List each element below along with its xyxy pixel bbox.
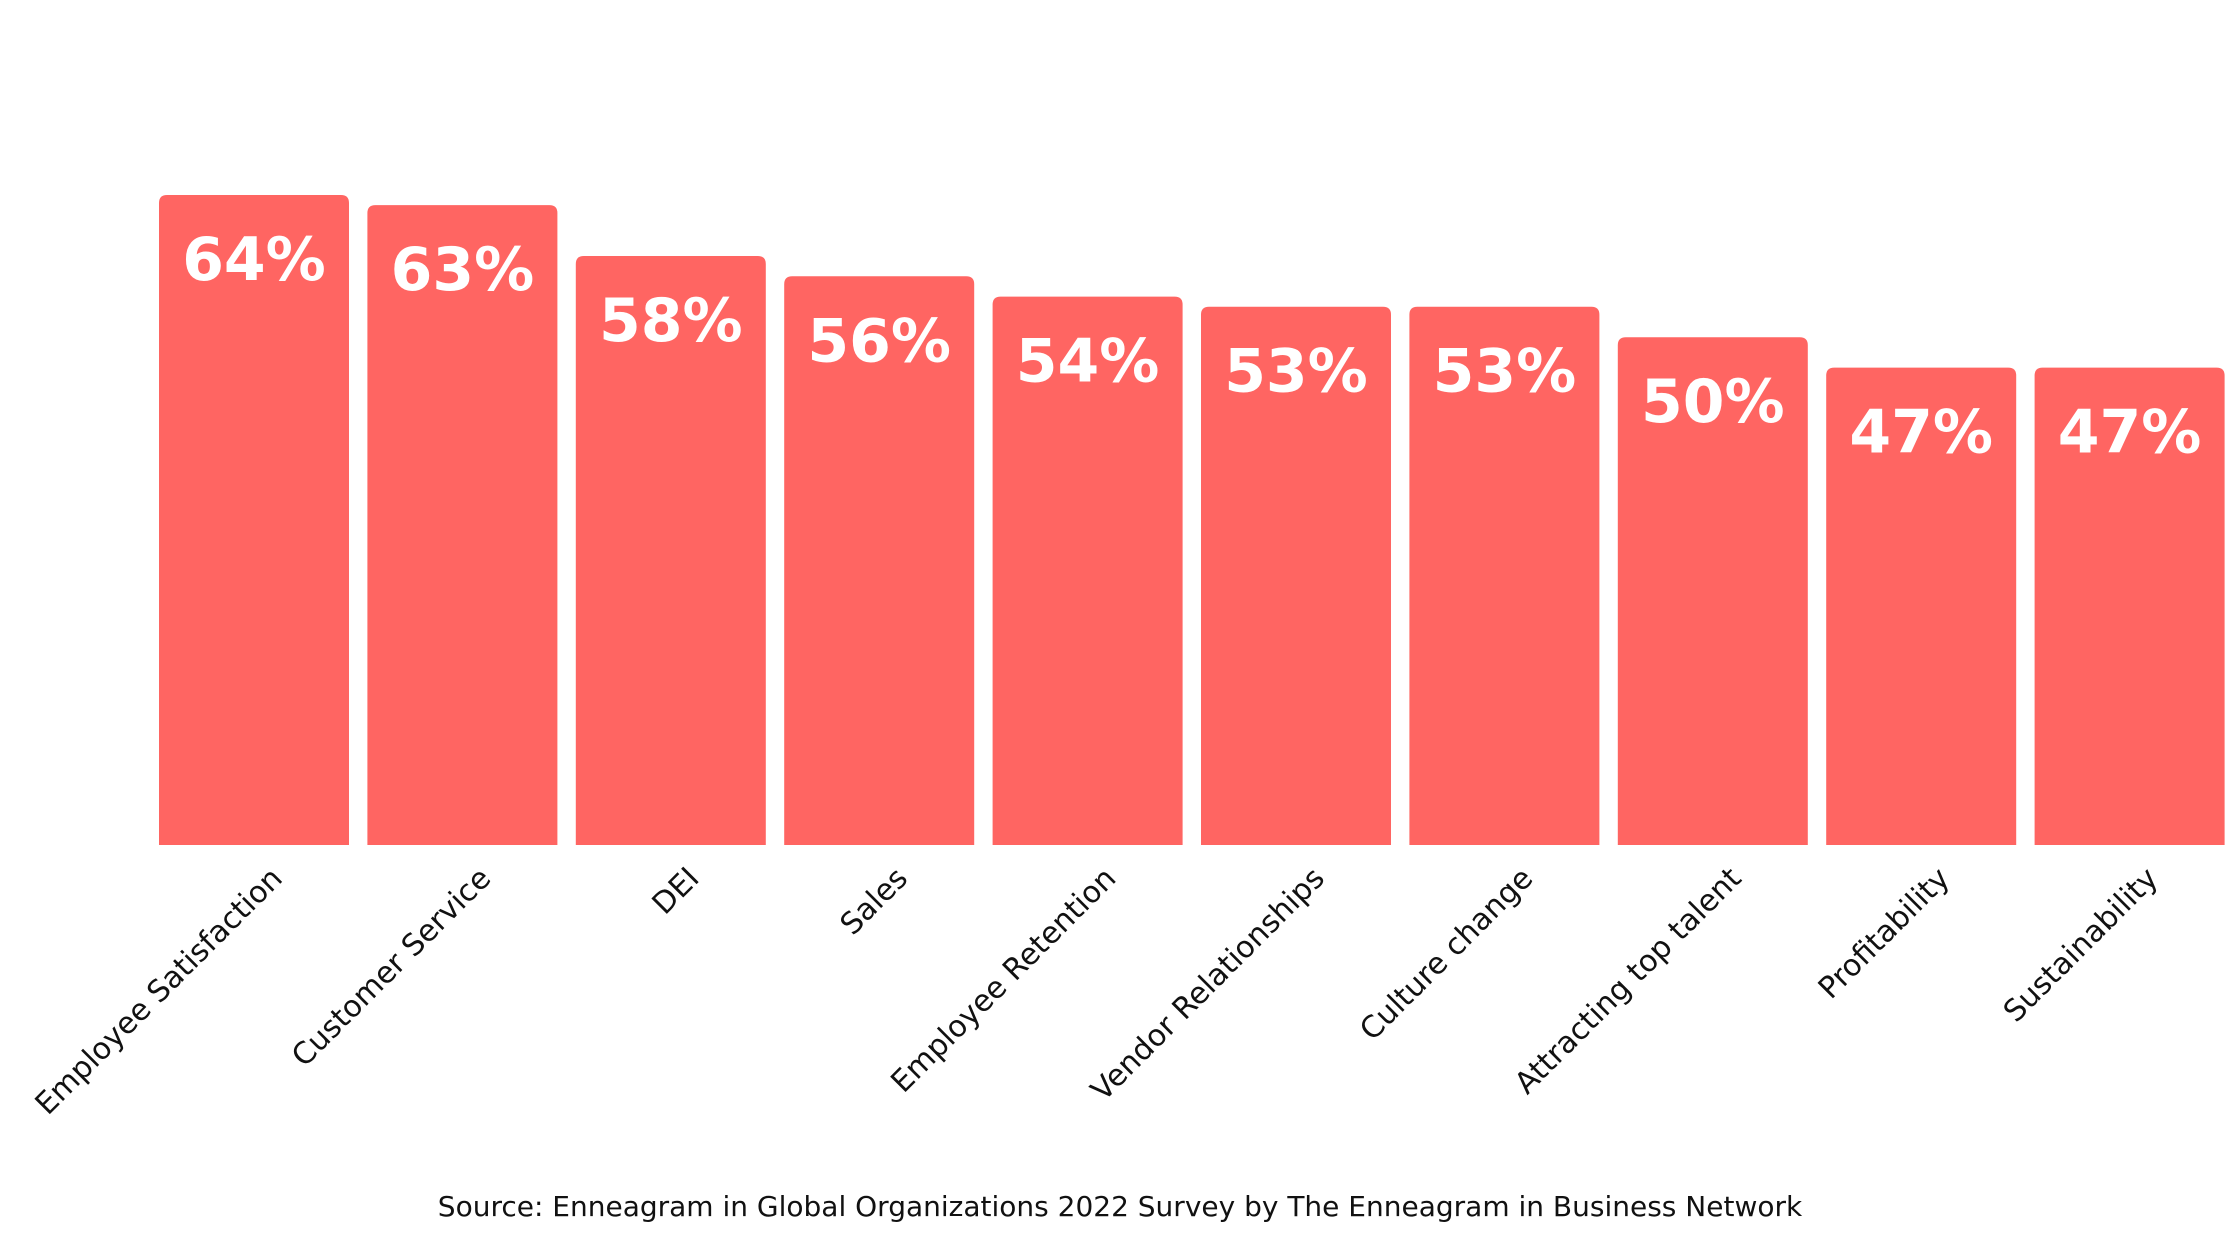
category-label: Employee Satisfaction	[29, 861, 290, 1122]
bar-sales	[784, 276, 975, 845]
value-label: 47%	[1849, 398, 1993, 468]
category-label: Sales	[834, 861, 915, 942]
bar-customer-service	[367, 205, 558, 845]
bar-dei	[575, 255, 766, 845]
category-label: Vendor Relationships	[1084, 861, 1331, 1108]
bar-employee-retention	[992, 296, 1183, 845]
category-label: Profitability	[1812, 861, 1957, 1006]
bar-attracting-top-talent	[1617, 337, 1808, 845]
source-note: Source: Enneagram in Global Organization…	[437, 1190, 1803, 1223]
value-label: 54%	[1016, 327, 1160, 397]
value-label: 63%	[391, 235, 535, 305]
bar-sustainability	[2034, 367, 2225, 845]
value-label: 56%	[807, 306, 951, 376]
value-label: 53%	[1224, 337, 1368, 407]
value-label: 53%	[1433, 337, 1577, 407]
value-label: 50%	[1641, 367, 1785, 437]
bar-profitability	[1826, 367, 2017, 845]
category-label: Attracting top talent	[1508, 861, 1748, 1101]
bar-culture-change	[1409, 306, 1600, 845]
value-label: 58%	[599, 286, 743, 356]
value-label: 64%	[182, 225, 326, 295]
category-label: Employee Retention	[884, 861, 1123, 1100]
category-label: Culture change	[1353, 861, 1540, 1048]
category-label: Sustainability	[1997, 861, 2165, 1029]
category-label: DEI	[646, 861, 707, 922]
value-label: 47%	[2058, 398, 2202, 468]
value-labels-group: 64% 63% 58% 56% 54% 53% 53% 50% 47% 47%	[182, 225, 2201, 468]
bar-vendor-relationships	[1201, 306, 1391, 845]
bar-employee-satisfaction	[159, 195, 349, 845]
bars-group	[159, 195, 2225, 845]
category-label: Customer Service	[285, 861, 498, 1074]
